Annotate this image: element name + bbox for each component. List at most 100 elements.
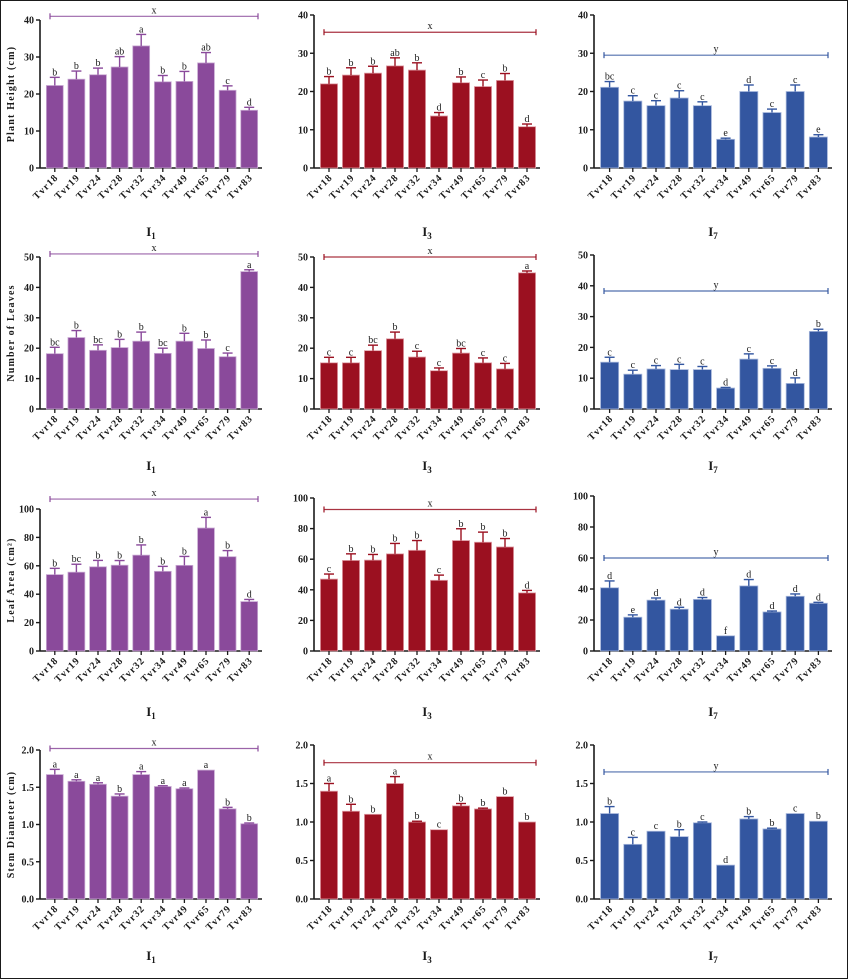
significance-label: ab: [115, 47, 124, 58]
bar: [342, 362, 360, 410]
significance-label: b: [503, 787, 508, 798]
bar: [45, 574, 64, 652]
bar: [762, 367, 782, 410]
y-tick-label: 40: [578, 281, 588, 292]
significance-label: b: [677, 820, 682, 831]
y-tick-label: 0.0: [22, 895, 35, 906]
significance-label: d: [525, 580, 530, 591]
y-tick-label: 2.0: [296, 741, 309, 752]
bar: [197, 62, 215, 169]
x-tick-label: Tvr83: [503, 903, 533, 933]
significance-label: e: [631, 605, 636, 616]
bar: [240, 109, 259, 169]
group-letter: x: [152, 488, 157, 499]
bar: [45, 774, 64, 900]
y-tick-label: 60: [298, 555, 308, 566]
y-tick-label: 60: [24, 561, 34, 572]
significance-label: a: [53, 759, 58, 770]
y-tick-label: 2.0: [22, 746, 35, 757]
y-tick-label: 20: [24, 618, 34, 629]
significance-label: b: [225, 541, 230, 552]
bar: [739, 91, 759, 169]
bar: [474, 808, 492, 900]
y-tick-label: 0: [29, 647, 34, 658]
treatment-label-main: I: [146, 458, 151, 473]
y-tick-label: 1.5: [296, 779, 309, 790]
bar: [320, 362, 338, 410]
bar: [669, 836, 689, 900]
chart-panel-12: 0.00.51.01.52.0bTvr18cTvr19cTvr24bTvr28c…: [576, 741, 832, 965]
significance-label: b: [117, 784, 122, 795]
bar: [452, 540, 470, 652]
significance-label: b: [816, 319, 821, 330]
group-letter: y: [714, 547, 719, 558]
bar: [716, 635, 736, 652]
chart-panel-9: 020406080100dTvr18eTvr19dTvr24dTvr28dTvr…: [573, 492, 832, 721]
treatment-label-subscript: 1: [151, 955, 156, 965]
group-letter: x: [428, 498, 433, 509]
treatment-label-main: I: [422, 224, 427, 239]
significance-label: c: [503, 353, 508, 364]
x-tick-label: Tvr83: [503, 172, 533, 202]
y-tick-label: 40: [578, 11, 588, 22]
y-tick-label: 30: [24, 313, 34, 324]
bar: [808, 136, 828, 169]
bar: [197, 527, 215, 652]
significance-label: ab: [390, 48, 399, 59]
treatment-label-main: I: [146, 948, 151, 963]
significance-label: d: [607, 571, 612, 582]
y-tick-label: 0.0: [296, 895, 309, 906]
bar: [452, 352, 470, 410]
bar: [364, 72, 382, 169]
significance-label: d: [654, 588, 659, 599]
y-tick-label: 0: [583, 405, 588, 416]
significance-label: c: [631, 86, 636, 97]
treatment-label: I3: [422, 704, 432, 721]
group-letter: x: [428, 21, 433, 32]
treatment-label-main: I: [422, 458, 427, 473]
y-tick-label: 1.0: [22, 820, 35, 831]
bar: [175, 340, 194, 410]
significance-label: f: [724, 626, 728, 637]
significance-label: b: [160, 66, 165, 77]
bar: [342, 810, 360, 900]
treatment-label-main: I: [708, 948, 713, 963]
bar: [646, 368, 666, 410]
bar: [320, 578, 338, 652]
significance-label: e: [723, 128, 728, 139]
bar: [408, 69, 426, 169]
y-axis-title: Stem Diameter (cm): [6, 771, 17, 878]
significance-label: c: [607, 347, 612, 358]
significance-label: c: [700, 356, 705, 367]
bar: [110, 795, 129, 900]
y-tick-label: 30: [578, 312, 588, 323]
significance-label: d: [746, 570, 751, 581]
significance-label: bc: [456, 339, 466, 350]
y-tick-label: 10: [298, 125, 308, 136]
bar: [67, 78, 86, 169]
y-tick-label: 30: [578, 49, 588, 60]
bar: [175, 81, 194, 169]
treatment-label: I1: [146, 948, 156, 965]
y-tick-label: 20: [298, 616, 308, 627]
significance-label: b: [503, 64, 508, 75]
significance-label: b: [74, 321, 79, 332]
significance-label: b: [204, 330, 209, 341]
y-tick-label: 20: [578, 87, 588, 98]
y-tick-label: 10: [578, 374, 588, 385]
treatment-label-subscript: 7: [713, 231, 718, 241]
significance-label: d: [793, 368, 798, 379]
significance-label: a: [161, 776, 166, 787]
bar: [132, 774, 151, 900]
significance-label: b: [607, 797, 612, 808]
bar: [739, 585, 759, 652]
significance-label: b: [182, 61, 187, 72]
significance-label: a: [204, 507, 209, 518]
bar: [408, 356, 426, 410]
y-tick-label: 1.5: [22, 783, 35, 794]
significance-label: bc: [158, 338, 168, 349]
bar: [762, 828, 782, 900]
significance-label: b: [746, 807, 751, 818]
